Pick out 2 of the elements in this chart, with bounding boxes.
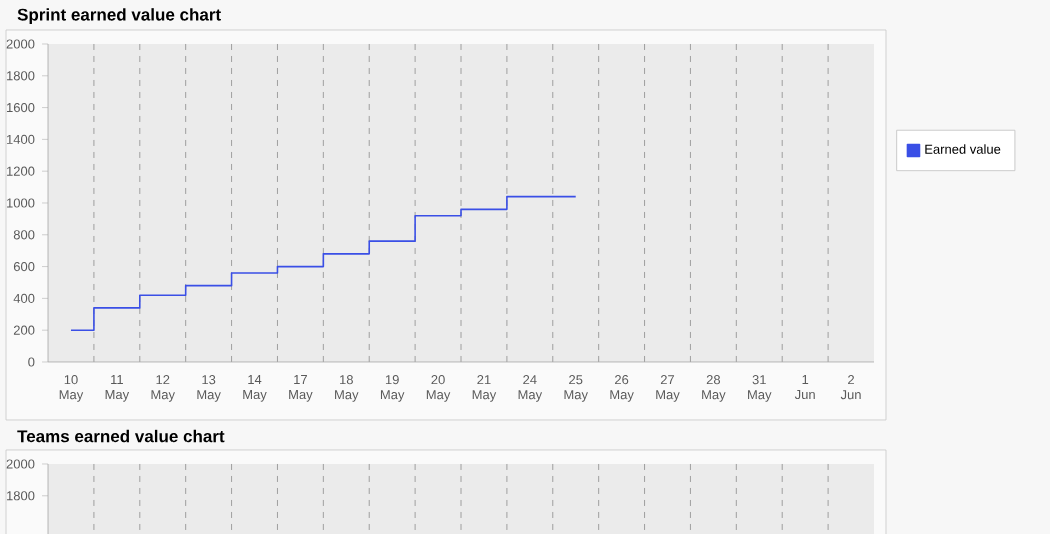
chart-title: Sprint earned value chart xyxy=(17,8,221,24)
chart-title: Teams earned value chart xyxy=(17,429,225,443)
